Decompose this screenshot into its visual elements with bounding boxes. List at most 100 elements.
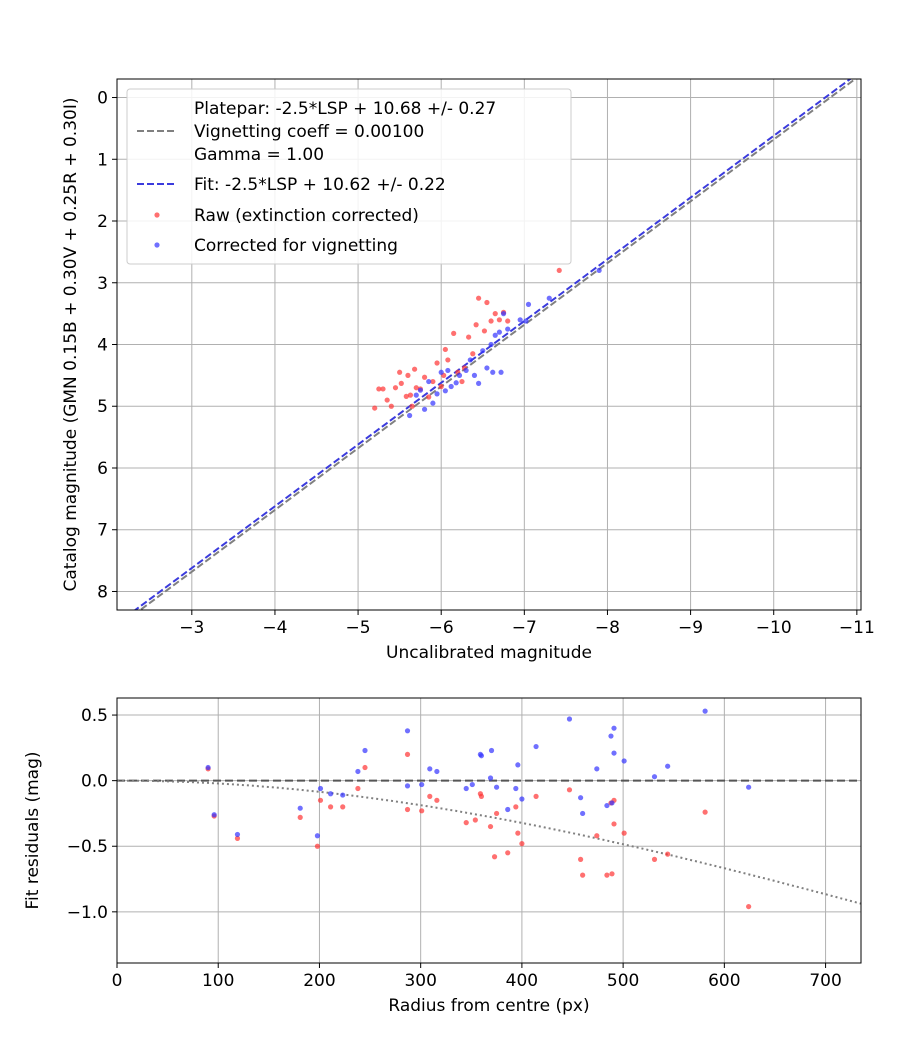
raw-data-point (405, 372, 411, 378)
x-tick-label: −11 (839, 618, 875, 638)
raw-data-point (409, 403, 415, 409)
corrected-data-point (505, 806, 511, 813)
corrected-data-point (434, 768, 440, 775)
corrected-data-point (517, 317, 523, 323)
corrected-data-point (404, 728, 411, 734)
corrected-data-point (417, 387, 424, 393)
raw-data-point (665, 851, 671, 857)
raw-data-point (472, 817, 478, 823)
corrected-data-point (471, 372, 478, 378)
calibration-y-ticks: 0 1 2 3 4 5 6 7 8 (97, 89, 117, 602)
raw-data-point (413, 385, 419, 391)
legend-gamma-label: Gamma = 1.00 (194, 145, 324, 165)
corrected-data-point (493, 784, 500, 790)
raw-data-point (470, 351, 476, 357)
y-tick-label: 1 (97, 150, 108, 170)
corrected-data-point (448, 383, 454, 390)
raw-data-point (384, 397, 390, 403)
raw-data-point (484, 299, 490, 306)
corrected-data-point (453, 380, 459, 386)
x-tick-label: −6 (429, 618, 454, 638)
y-tick-label: −1.0 (67, 903, 108, 923)
x-tick-label: −4 (262, 618, 287, 638)
x-tick-label: 0 (112, 971, 123, 991)
raw-data-point (234, 835, 241, 841)
calibration-x-ticks: −3 −4 −5 −6 −7 −8 −9 −10 −11 (179, 610, 875, 638)
raw-data-point (505, 850, 511, 856)
corrected-data-point (580, 810, 586, 817)
raw-data-point (493, 810, 500, 817)
raw-data-point (466, 334, 472, 340)
legend-box (126, 88, 572, 265)
legend-fit-label: Fit: -2.5*LSP + 10.62 +/- 0.22 (194, 175, 446, 195)
corrected-data-point (746, 784, 752, 790)
corrected-data-point (442, 388, 448, 394)
x-tick-label: −7 (512, 618, 537, 638)
y-tick-label: −0.5 (67, 837, 108, 857)
calibration-scatter-points (372, 267, 602, 419)
raw-data-point (611, 821, 617, 827)
raw-data-point (404, 751, 411, 758)
corrected-data-point (500, 311, 507, 317)
residuals-y-ticks: 0.5 0.0 −0.5 −1.0 (67, 706, 117, 923)
x-tick-label: −10 (756, 618, 792, 638)
y-tick-label: 0.0 (81, 772, 108, 792)
corrected-data-point (611, 750, 617, 756)
x-tick-label: 700 (809, 971, 841, 991)
raw-data-point (621, 830, 627, 836)
calibration-y-axis-label: Catalog magnitude (GMN 0.15B + 0.30V + 0… (61, 98, 81, 592)
raw-data-point (556, 267, 562, 274)
raw-data-point (702, 809, 708, 815)
corrected-data-point (340, 792, 346, 798)
raw-data-point (478, 793, 485, 799)
raw-data-point (327, 804, 334, 810)
raw-data-point (445, 357, 451, 363)
x-tick-label: 300 (404, 971, 436, 991)
x-tick-label: 100 (202, 971, 234, 991)
x-tick-label: 600 (708, 971, 740, 991)
raw-data-point (651, 856, 658, 862)
legend-raw-label: Raw (extinction corrected) (194, 206, 419, 226)
corrected-data-point (488, 747, 495, 754)
corrected-data-point (621, 758, 627, 764)
corrected-data-point (362, 747, 368, 754)
residuals-plot: 0 100 200 300 400 500 600 700 0.5 0.0 −0.5 −1.0 Ra… (23, 697, 862, 1016)
x-tick-label: 500 (607, 971, 639, 991)
raw-data-point (505, 318, 511, 324)
y-tick-label: 5 (97, 397, 108, 417)
corrected-data-point (611, 725, 617, 731)
corrected-data-point (463, 785, 469, 792)
raw-data-point (376, 386, 382, 392)
raw-data-point (578, 856, 584, 862)
raw-data-point (426, 394, 432, 400)
raw-data-point (746, 903, 752, 910)
corrected-data-point (445, 367, 451, 374)
corrected-data-point (702, 708, 708, 714)
corrected-data-point (546, 295, 552, 301)
vignetting-model-curve (117, 779, 861, 905)
corrected-data-point (421, 406, 428, 412)
raw-data-point (407, 392, 414, 398)
raw-data-point (442, 346, 448, 353)
legend-corrected-swatch (154, 242, 160, 248)
raw-data-point (476, 295, 482, 301)
raw-data-point (488, 318, 494, 324)
residuals-scatter-points (205, 708, 752, 910)
legend-corrected-label: Corrected for vignetting (194, 236, 398, 256)
corrected-data-point (456, 372, 463, 378)
calibration-x-axis-label: Uncalibrated magnitude (386, 643, 592, 663)
corrected-data-point (427, 766, 433, 772)
residuals-reference-lines (117, 779, 861, 905)
corrected-data-point (609, 800, 615, 806)
corrected-data-point (496, 329, 502, 335)
raw-data-point (398, 380, 404, 386)
residuals-grid (116, 698, 861, 963)
legend-vignetting-label: Vignetting coeff = 0.00100 (194, 122, 424, 142)
raw-data-point (604, 872, 610, 878)
corrected-data-point (413, 392, 419, 398)
corrected-data-point (469, 781, 475, 788)
corrected-data-point (314, 833, 321, 839)
residuals-plot-frame (116, 697, 862, 964)
corrected-data-point (355, 768, 361, 775)
raw-data-point (421, 374, 428, 380)
